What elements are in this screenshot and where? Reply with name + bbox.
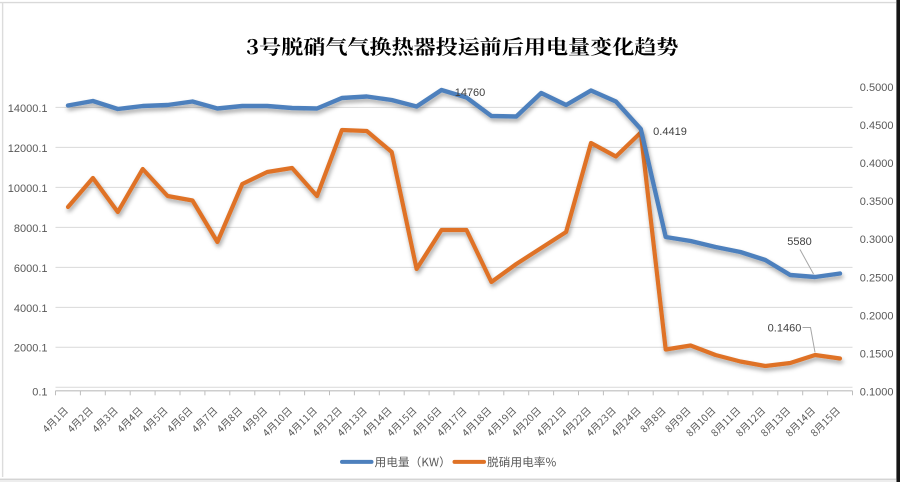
svg-text:8000.1: 8000.1 [14,223,48,235]
svg-text:5580: 5580 [787,236,811,248]
svg-text:12000.1: 12000.1 [8,143,48,155]
svg-text:0.2000: 0.2000 [860,310,894,322]
svg-text:0.1460: 0.1460 [768,323,802,335]
svg-text:10000.1: 10000.1 [8,183,48,195]
svg-text:6000.1: 6000.1 [14,263,48,275]
svg-text:14760: 14760 [455,87,486,99]
svg-text:0.1: 0.1 [32,386,47,398]
svg-text:4000.1: 4000.1 [14,303,48,315]
svg-text:0.2500: 0.2500 [860,272,894,284]
svg-text:0.1000: 0.1000 [860,387,894,399]
svg-text:0.5000: 0.5000 [860,82,894,94]
svg-text:0.4419: 0.4419 [653,126,687,138]
svg-text:0.4500: 0.4500 [860,120,894,132]
svg-text:0.1500: 0.1500 [860,349,894,361]
svg-text:0.3000: 0.3000 [860,234,894,246]
svg-text:14000.1: 14000.1 [8,103,48,115]
svg-text:2000.1: 2000.1 [14,343,48,355]
svg-text:0.4000: 0.4000 [860,158,894,170]
svg-text:0.3500: 0.3500 [860,196,894,208]
